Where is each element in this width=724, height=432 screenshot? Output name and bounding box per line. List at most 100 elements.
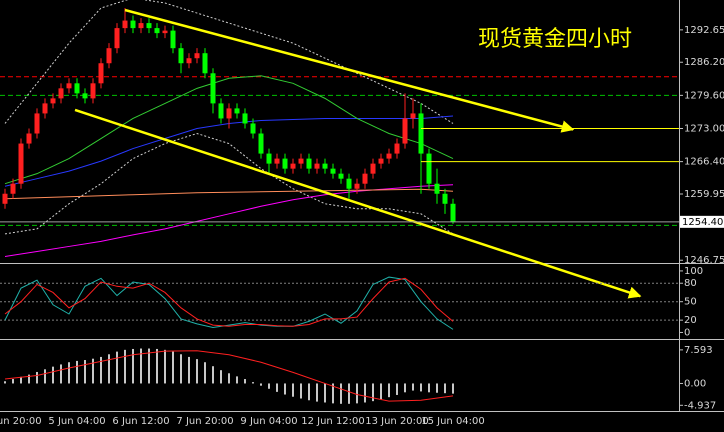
last-price-box [680,215,724,228]
y-tick-label: 0 [684,327,690,338]
x-tick-label: 13 Jun 20:00 [365,416,429,427]
candle-body [314,163,320,169]
x-tick-label: 4 Jun 20:00 [0,416,42,427]
candle-body [90,83,96,99]
histogram-bar [148,348,150,384]
histogram-bar [76,360,78,384]
candle-body [106,48,112,64]
candle-body [58,88,64,99]
x-tick-label: 7 Jun 20:00 [176,416,233,427]
candle-body [82,93,88,99]
histogram-bar [84,360,86,384]
y-tick-label: -4.937 [684,400,716,411]
histogram-bar [364,383,366,403]
candle-body [338,173,344,179]
histogram-bar [444,383,446,394]
candle-body [418,113,424,154]
histogram-bar [268,383,270,389]
candle-body [426,153,432,184]
y-tick-label: 1246.75 [684,255,724,266]
histogram-bar [284,383,286,395]
y-tick-label: 100 [684,266,703,277]
histogram-bar [132,348,134,384]
candle-body [250,123,256,134]
candle-body [330,168,336,174]
y-tick-label: 1259.95 [684,189,724,200]
candle-body [282,158,288,169]
histogram-bar [308,383,310,401]
histogram-bar [292,383,294,397]
candle-body [98,63,104,84]
histogram-bar [340,383,342,404]
overlay-line [4,0,454,124]
histogram-bar [68,362,70,384]
histogram-bar [92,358,94,384]
histogram-bar [388,383,390,398]
histogram-bar [20,376,22,384]
histogram-bar [36,371,38,384]
histogram-bar [252,382,254,384]
histogram-bar [12,379,14,384]
candle-body [410,113,416,119]
histogram-bar [228,373,230,384]
histogram-bar [156,348,158,384]
candle-body [242,113,248,124]
overlay-line [4,75,454,185]
histogram-bar [372,383,374,402]
histogram-bar [276,383,278,392]
histogram-bar [52,366,54,384]
histogram-bar [300,383,302,399]
histogram-bar [396,383,398,395]
candle-body [218,103,224,119]
y-tick-label: 50 [684,297,697,308]
histogram-bar [164,349,166,384]
histogram-bar [100,356,102,384]
candle-body [450,203,456,222]
oscillator-line [4,277,454,327]
chart-title: 现货黄金四小时 [478,27,632,52]
candle-body [18,143,24,184]
y-tick-label: 80 [684,278,697,289]
histogram-bar [404,383,406,393]
histogram-bar [412,383,414,391]
histogram-bar [108,354,110,384]
candle-body [42,103,48,114]
candle-body [138,23,144,29]
last-price-label: 1254.40 [682,217,723,228]
candle-body [298,158,304,164]
y-tick-label: 1286.20 [684,57,724,68]
candle-body [210,73,216,104]
candle-body [290,163,296,169]
candle-body [402,118,408,144]
histogram-bar [316,383,318,402]
candle-body [370,163,376,174]
candle-body [266,153,272,164]
candle-body [170,30,176,49]
histogram-bar [44,369,46,384]
histogram-bar [188,356,190,384]
y-tick-label: 1292.65 [684,25,724,36]
trend-line [74,108,642,299]
histogram-bar [332,383,334,404]
x-tick-label: 9 Jun 04:00 [240,416,297,427]
candle-body [74,83,80,94]
histogram-bar [420,383,422,392]
x-tick-label: 12 Jun 12:00 [301,416,365,427]
candle-body [26,133,32,144]
candle-body [234,108,240,114]
candle-body [442,193,448,204]
candle-body [274,158,280,164]
histogram-bar [220,370,222,384]
histogram-bar [116,351,118,384]
y-tick-label: 1273.00 [684,123,724,134]
x-tick-label: 15 Jun 04:00 [421,416,485,427]
x-tick-label: 6 Jun 12:00 [112,416,169,427]
y-tick-label: 1279.60 [684,90,724,101]
histogram-bar [172,351,174,384]
histogram-bar [28,374,30,384]
candle-body [306,158,312,169]
candle-body [114,28,120,49]
histogram-bar [452,383,454,394]
